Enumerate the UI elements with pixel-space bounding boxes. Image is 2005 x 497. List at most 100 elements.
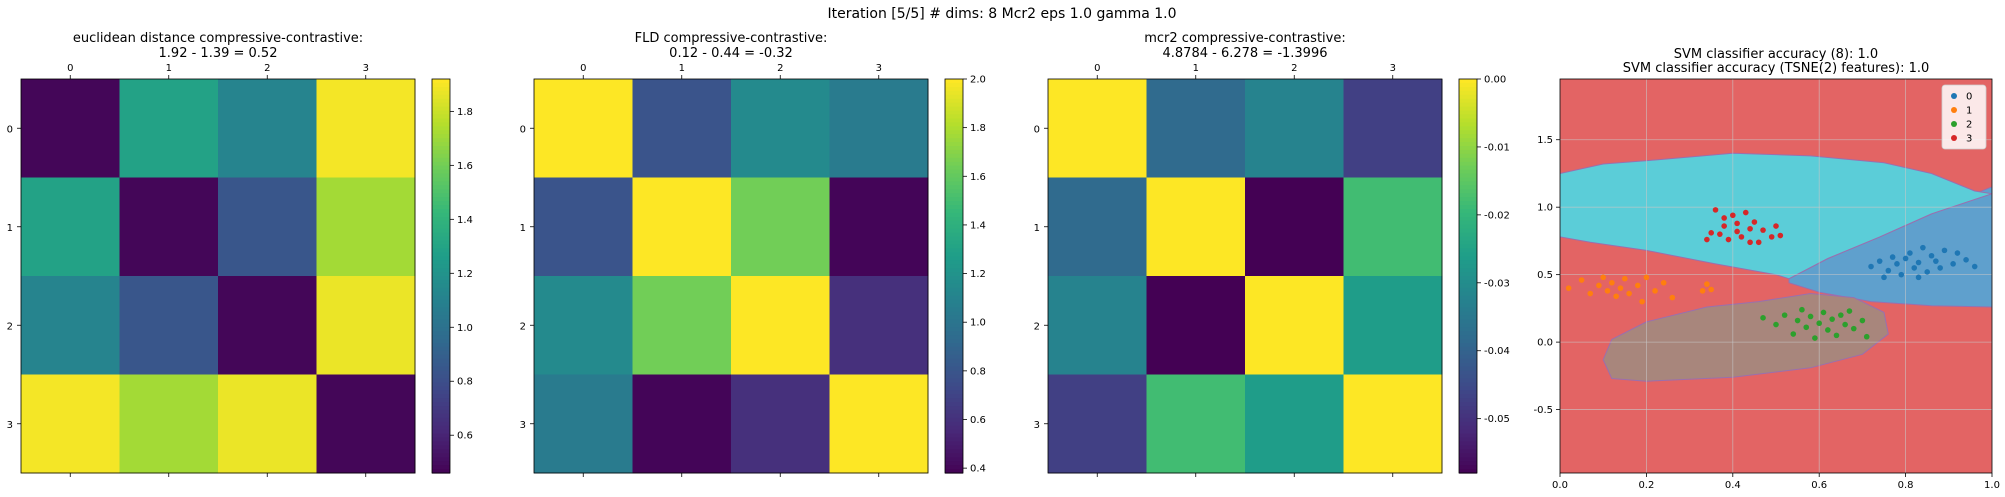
colorbar-segment — [1459, 433, 1477, 439]
colorbar-segment — [1459, 134, 1477, 139]
colorbar-tick-label: -0.04 — [1484, 346, 1510, 357]
col-tick-label: 0 — [1094, 63, 1100, 74]
y-tick-label: 0.0 — [1537, 338, 1553, 349]
colorbar-frame — [1458, 78, 1478, 474]
colorbar-segment — [945, 323, 963, 328]
colorbar-segment — [432, 240, 450, 246]
colorbar-segment — [432, 453, 450, 458]
scatter-point-class-1 — [1604, 288, 1611, 294]
colorbar-segment — [1459, 437, 1477, 443]
colorbar-segment — [432, 145, 450, 151]
scatter-point-class-3 — [1738, 234, 1745, 240]
scatter-point-class-0 — [1894, 261, 1900, 267]
colorbar-segment — [1459, 189, 1477, 194]
colorbar-segment — [945, 425, 963, 431]
heatmap-cell — [119, 374, 219, 474]
colorbar-segment — [432, 279, 450, 285]
colorbar-segment — [432, 228, 450, 234]
colorbar-segment — [1459, 138, 1477, 143]
colorbar-segment — [945, 201, 963, 206]
colorbar-segment — [945, 142, 963, 147]
colorbar-segment — [945, 212, 963, 218]
colorbar-segment — [1459, 161, 1477, 167]
colorbar-segment — [945, 291, 963, 297]
panel-title-line: mcr2 compressive-contrastive: — [1144, 31, 1345, 46]
colorbar-segment — [432, 193, 450, 198]
svm-plot-area — [1560, 79, 1992, 473]
colorbar-segment — [1459, 366, 1477, 372]
colorbar-tick-label: 1.4 — [457, 215, 473, 226]
colorbar-segment — [1459, 417, 1477, 423]
legend-marker-0 — [1951, 93, 1957, 99]
colorbar-segment — [432, 264, 450, 269]
colorbar-segment — [432, 236, 450, 242]
colorbar-segment — [945, 406, 963, 411]
colorbar-segment — [432, 161, 450, 167]
colorbar-segment — [432, 315, 450, 320]
scatter-point-class-0 — [1928, 252, 1935, 259]
colorbar-segment — [1459, 386, 1477, 391]
colorbar-segment — [1459, 445, 1477, 450]
colorbar-tick-label: 1.4 — [970, 220, 986, 231]
colorbar-segment — [945, 437, 963, 443]
scatter-point-class-0 — [1911, 265, 1918, 271]
colorbar-segment — [1459, 413, 1477, 419]
row-tick-label: 2 — [520, 321, 526, 332]
scatter-point-class-0 — [1937, 265, 1943, 271]
heatmap-cell — [534, 276, 633, 375]
colorbar-segment — [945, 256, 963, 261]
colorbar-segment — [432, 232, 450, 238]
colorbar-segment — [1459, 126, 1477, 131]
scatter-point-class-0 — [1971, 263, 1978, 270]
colorbar-segment — [1459, 252, 1477, 257]
colorbar-segment — [945, 386, 963, 391]
colorbar-segment — [1459, 378, 1477, 383]
scatter-point-class-3 — [1704, 236, 1710, 243]
colorbar-segment — [945, 189, 963, 194]
scatter-point-class-1 — [1609, 279, 1615, 286]
colorbar-segment — [1459, 264, 1477, 269]
heatmap-cell — [829, 374, 929, 474]
scatter-point-class-0 — [1898, 271, 1905, 278]
colorbar-segment — [432, 197, 450, 202]
colorbar-segment — [432, 185, 450, 190]
colorbar-segment — [1459, 307, 1477, 313]
colorbar-segment — [1459, 268, 1477, 273]
row-tick-label: 2 — [7, 321, 13, 332]
scatter-point-class-1 — [1626, 290, 1632, 297]
colorbar-segment — [1459, 79, 1477, 84]
heatmap-cell — [218, 177, 317, 277]
colorbar-segment — [432, 445, 450, 450]
panels: euclidean distance compressive-contrasti… — [7, 31, 2000, 491]
colorbar-segment — [945, 157, 963, 163]
scatter-point-class-3 — [1717, 231, 1723, 237]
col-tick-label: 3 — [1390, 63, 1396, 74]
colorbar-segment — [432, 276, 450, 281]
colorbar-segment — [1459, 224, 1477, 230]
colorbar-segment — [432, 335, 450, 340]
colorbar-segment — [432, 390, 450, 395]
heatmap-cell — [731, 374, 830, 474]
colorbar-segment — [1459, 394, 1477, 399]
colorbar-segment — [1459, 260, 1477, 265]
colorbar-segment — [945, 469, 963, 474]
colorbar-segment — [945, 82, 963, 88]
colorbar-segment — [1459, 421, 1477, 427]
colorbar-segment — [1459, 142, 1477, 147]
row-tick-label: 2 — [1034, 321, 1040, 332]
colorbar-segment — [432, 303, 450, 309]
panel-title-line: 0.12 - 0.44 = -0.32 — [669, 46, 793, 61]
figure-suptitle: Iteration [5/5] # dims: 8 Mcr2 eps 1.0 g… — [827, 6, 1176, 22]
colorbar-segment — [1459, 130, 1477, 135]
colorbar-tick-label: 1.2 — [457, 269, 473, 280]
colorbar-segment — [945, 331, 963, 336]
heatmap-cell — [1048, 79, 1147, 178]
colorbar-segment — [945, 118, 963, 123]
colorbar-segment — [432, 358, 450, 364]
colorbar-segment — [1459, 390, 1477, 395]
colorbar-segment — [945, 79, 963, 84]
colorbar-segment — [945, 153, 963, 159]
heatmap-cell — [1146, 374, 1246, 474]
colorbar-segment — [945, 315, 963, 320]
colorbar-segment — [1459, 425, 1477, 431]
